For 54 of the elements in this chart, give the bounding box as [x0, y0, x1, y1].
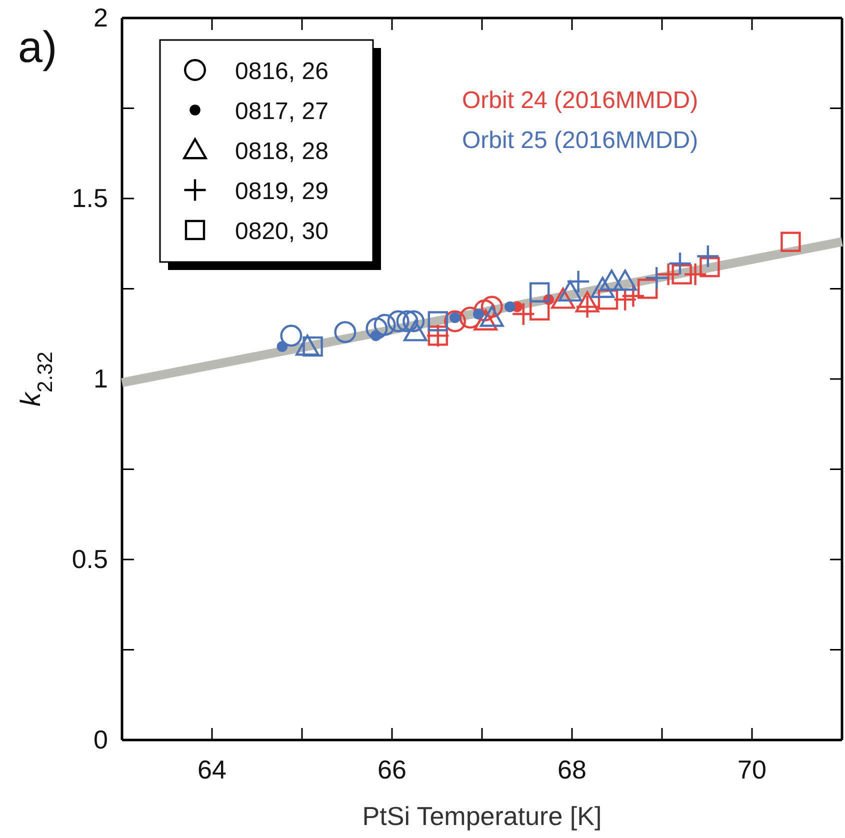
x-tick-label: 70 — [738, 754, 766, 784]
annotation: Orbit 24 (2016MMDD) — [462, 87, 698, 114]
point — [646, 267, 668, 289]
point — [404, 320, 428, 342]
point — [575, 291, 600, 312]
y-tick-label: 0.5 — [72, 544, 108, 574]
point — [402, 310, 425, 332]
point — [480, 306, 504, 327]
point — [504, 301, 516, 312]
point — [296, 334, 320, 356]
point — [780, 232, 801, 252]
point — [366, 317, 388, 340]
point — [374, 314, 396, 336]
x-tick-label: 64 — [198, 754, 226, 784]
x-axis-title: PtSi Temperature [K] — [362, 801, 602, 831]
point — [672, 264, 692, 284]
annotation: 0818, 28 — [235, 138, 328, 165]
annotation: 0817, 27 — [235, 98, 328, 125]
point — [590, 276, 614, 298]
annotation: 0820, 30 — [235, 218, 328, 245]
point — [428, 311, 448, 332]
y-tick-label: 1 — [94, 363, 108, 394]
point — [387, 310, 410, 332]
point — [473, 308, 484, 320]
point — [530, 282, 550, 302]
point — [598, 289, 618, 310]
text: a) — [18, 23, 58, 72]
point — [276, 341, 288, 352]
point — [600, 270, 624, 291]
point — [613, 270, 637, 291]
point — [480, 296, 503, 318]
x-tick-label: 68 — [558, 754, 586, 784]
y-tick-label: 2 — [94, 2, 108, 32]
annotation: 0819, 29 — [235, 178, 328, 205]
point — [697, 245, 719, 268]
annotation: Orbit 25 (2016MMDD) — [462, 127, 698, 154]
y-tick-label: 1.5 — [72, 182, 108, 213]
point — [396, 310, 418, 332]
point — [474, 309, 498, 330]
point — [638, 278, 658, 299]
point — [658, 264, 680, 286]
y-tick-label: 0 — [94, 724, 108, 754]
annotation: 0816, 26 — [235, 58, 328, 85]
point — [558, 280, 582, 302]
point — [444, 310, 466, 332]
point — [370, 330, 382, 342]
point — [551, 288, 575, 309]
point — [280, 324, 302, 347]
point — [459, 306, 482, 329]
point — [474, 299, 496, 322]
x-tick-label: 66 — [378, 754, 406, 784]
point — [700, 256, 720, 278]
point — [669, 252, 691, 274]
point — [334, 321, 356, 344]
